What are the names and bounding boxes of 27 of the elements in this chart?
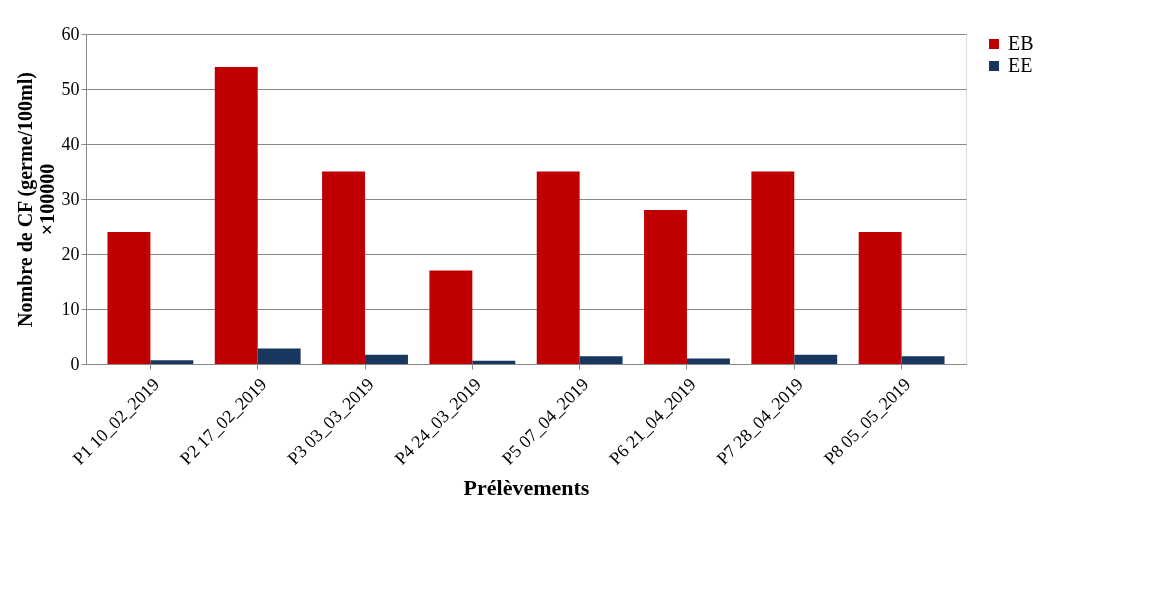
bar <box>686 358 730 364</box>
bar <box>214 67 258 364</box>
bar <box>794 354 838 364</box>
x-axis-title: Prélèvements <box>463 475 590 501</box>
y-tick-label: 0 <box>70 353 80 374</box>
legend-label: EB <box>1008 32 1034 54</box>
legend-label: EE <box>1008 54 1033 76</box>
bar <box>579 356 623 364</box>
y-tick-label: 30 <box>61 188 80 209</box>
y-axis-title: Nombre de CF (germe/100ml) ×100000 <box>13 72 58 327</box>
bar <box>257 348 301 364</box>
y-tick-label: 50 <box>61 78 80 99</box>
bar <box>751 171 795 364</box>
bar <box>536 171 580 364</box>
y-tick-label: 40 <box>61 133 80 154</box>
bar <box>365 354 408 364</box>
bar <box>107 232 151 364</box>
y-tick-label: 20 <box>61 243 80 264</box>
bar <box>150 360 194 364</box>
bar <box>644 210 687 364</box>
y-tick-label: 60 <box>61 23 80 44</box>
bar <box>901 356 945 364</box>
bar <box>472 360 516 364</box>
y-tick-label: 10 <box>61 298 80 319</box>
bar <box>429 270 473 364</box>
bar <box>858 232 902 364</box>
bar <box>322 171 366 364</box>
